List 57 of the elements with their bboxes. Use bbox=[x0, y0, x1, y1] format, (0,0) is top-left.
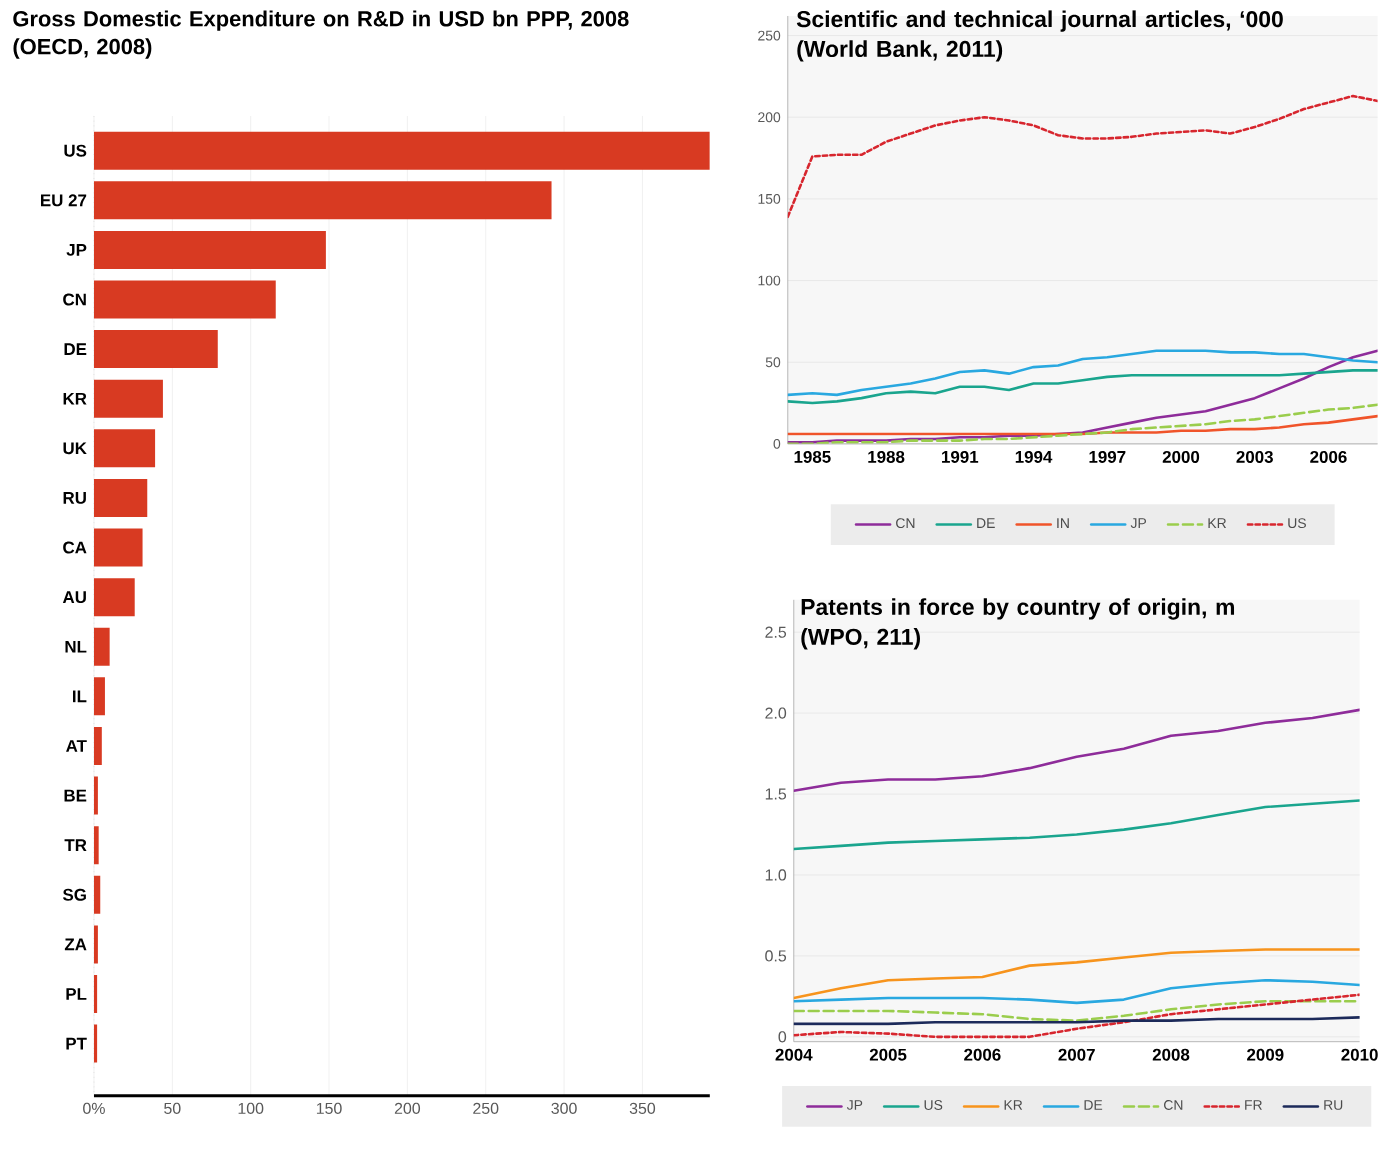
x-tick-label: 2006 bbox=[1310, 451, 1347, 464]
y-tick-label: EU 27 bbox=[41, 194, 87, 207]
x-tick-label: 2006 bbox=[964, 1048, 1001, 1061]
x-tick-label: 1985 bbox=[794, 451, 831, 464]
y-tick-label: KR bbox=[63, 393, 87, 405]
y-tick-label: RU bbox=[63, 492, 86, 504]
bar bbox=[93, 429, 156, 468]
bar bbox=[93, 231, 326, 270]
bar bbox=[93, 379, 163, 418]
x-tick-label: 2000 bbox=[1162, 451, 1200, 464]
y-tick-label: PT bbox=[66, 1037, 87, 1050]
line-series bbox=[793, 708, 1360, 793]
bar bbox=[93, 280, 276, 319]
y-tick-label: AU bbox=[62, 591, 86, 604]
bar bbox=[93, 330, 218, 369]
chart-subtitle: (OECD, 2008) bbox=[13, 38, 152, 59]
bar bbox=[93, 677, 105, 716]
bar bbox=[93, 727, 102, 766]
chart-title: Scientific and technical journal articles, ‘000 bbox=[796, 10, 1283, 32]
bar bbox=[93, 826, 99, 865]
y-tick-label: NL bbox=[65, 641, 87, 653]
y-tick-label: CA bbox=[63, 541, 87, 554]
y-tick-label: PL bbox=[66, 988, 87, 1000]
bar bbox=[93, 131, 710, 170]
bar bbox=[93, 627, 110, 666]
y-tick-label: TR bbox=[64, 839, 87, 852]
y-tick-label: SG bbox=[62, 888, 86, 901]
text: (World Bank, 2011) bbox=[797, 40, 1003, 62]
bar bbox=[93, 875, 101, 914]
bar bbox=[93, 578, 135, 617]
x-tick-label: 2005 bbox=[869, 1048, 907, 1061]
x-tick-label: 2009 bbox=[1247, 1048, 1284, 1061]
x-tick-label: 2008 bbox=[1152, 1048, 1190, 1061]
y-tick-label: CN bbox=[63, 293, 86, 306]
bar bbox=[93, 479, 148, 518]
x-tick-label: 2007 bbox=[1058, 1048, 1095, 1061]
text: (WPO, 211) bbox=[801, 628, 920, 650]
bar bbox=[93, 528, 143, 567]
x-tick-label: 1988 bbox=[868, 451, 905, 464]
y-tick-label: DE bbox=[64, 343, 87, 356]
y-tick-label: US bbox=[64, 144, 87, 157]
chart-title: Gross Domestic Expenditure on R&D in USD bn PPP, 2008 bbox=[13, 10, 629, 31]
x-tick-label: 2004 bbox=[775, 1048, 813, 1061]
x-tick-label: 1997 bbox=[1089, 451, 1126, 464]
y-tick-label: JP bbox=[66, 244, 87, 256]
chart-title: Patents in force by country of origin, m bbox=[801, 598, 1235, 620]
y-tick-label: ZA bbox=[64, 938, 87, 951]
y-tick-label: UK bbox=[63, 442, 87, 455]
bar bbox=[93, 181, 552, 220]
x-tick-label: 1994 bbox=[1015, 451, 1053, 464]
x-tick-label: 1991 bbox=[942, 451, 979, 464]
y-tick-label: BE bbox=[64, 789, 87, 802]
x-tick-label: 2003 bbox=[1236, 451, 1273, 464]
y-tick-label: IL bbox=[73, 690, 87, 703]
line-series bbox=[793, 799, 1360, 851]
x-tick-label: 2010 bbox=[1341, 1048, 1378, 1061]
y-tick-label: AT bbox=[66, 740, 87, 752]
